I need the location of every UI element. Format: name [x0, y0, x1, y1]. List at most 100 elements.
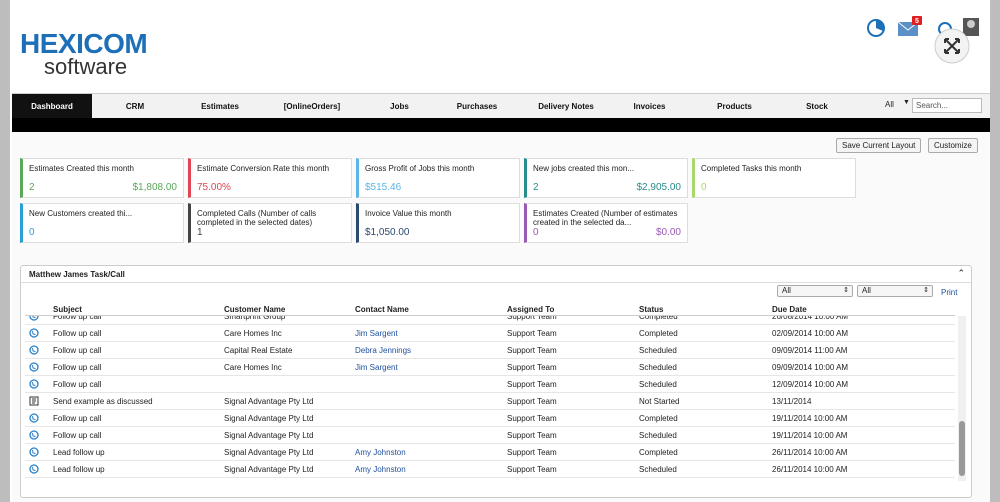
- table-cell: Support Team: [507, 346, 557, 355]
- call-icon: [29, 413, 39, 423]
- scrollbar[interactable]: [958, 316, 966, 481]
- widget-count: 1: [197, 227, 203, 238]
- table-row[interactable]: Follow up call Signal Advantage Pty Ltd Su…: [25, 410, 955, 427]
- call-icon: [29, 447, 39, 457]
- badge-text: 5: [915, 18, 919, 25]
- table-cell: Follow up call: [53, 346, 102, 355]
- table-cell[interactable]: Jim Sargent: [355, 363, 398, 372]
- toolbar-button[interactable]: Save Current Layout: [836, 138, 922, 153]
- widget-title: Estimates Created this month: [29, 164, 134, 173]
- widget[interactable]: Completed Tasks this month 0: [692, 158, 856, 198]
- table-row[interactable]: Follow up call Smartprint Group Support Te…: [25, 316, 955, 325]
- table-cell: Scheduled: [639, 465, 677, 474]
- widget[interactable]: Estimates Created (Number of estimates c…: [524, 203, 688, 243]
- call-icon: [29, 464, 39, 474]
- widget-count: $1,050.00: [365, 227, 410, 238]
- nav-tab[interactable]: CRM: [125, 102, 145, 111]
- table-row[interactable]: Lead follow up Signal Advantage Pty Ltd Am…: [25, 461, 955, 478]
- table-cell: Support Team: [507, 465, 557, 474]
- table-body: Follow up call Smartprint Group Support Te…: [21, 316, 956, 486]
- collapse[interactable]: ⌃: [957, 268, 965, 278]
- widget-count: 75.00%: [197, 182, 231, 193]
- table-cell: Care Homes Inc: [224, 329, 282, 338]
- table-cell: Support Team: [507, 448, 557, 457]
- filter-select[interactable]: All ⇕: [857, 285, 933, 297]
- table-cell: Scheduled: [639, 431, 677, 440]
- table-row[interactable]: Follow up call Capital Real Estate Debra J…: [25, 342, 955, 359]
- column-header: Contact Name: [355, 305, 409, 314]
- table-cell: Capital Real Estate: [224, 346, 293, 355]
- table-cell: Follow up call: [53, 414, 102, 423]
- widget-title: Completed Calls (Number of calls complet…: [197, 209, 317, 227]
- widget-count: $515.46: [365, 182, 402, 193]
- table-cell[interactable]: Jim Sargent: [355, 329, 398, 338]
- table-cell[interactable]: Debra Jennings: [355, 346, 412, 355]
- table-row[interactable]: Follow up call Care Homes Inc Jim Sargent S…: [25, 325, 955, 342]
- logo: HEXICOM: [20, 28, 148, 59]
- table-cell: Support Team: [507, 329, 557, 338]
- table-cell: 19/11/2014 10:00 AM: [772, 414, 848, 423]
- widget[interactable]: Completed Calls (Number of calls complet…: [188, 203, 352, 243]
- nav-tab[interactable]: [OnlineOrders]: [283, 102, 341, 111]
- call-icon: [29, 379, 39, 389]
- table-cell: Not Started: [639, 397, 680, 406]
- search-scope[interactable]: All: [885, 100, 894, 109]
- nav-bar: Dashboard CRM Estimates [OnlineOrders] Jobs P…: [12, 93, 990, 119]
- nav-stripe: [12, 118, 990, 132]
- widget-count: 0: [533, 227, 539, 238]
- table-cell: Follow up call: [53, 363, 102, 372]
- table-cell[interactable]: Amy Johnston: [355, 448, 406, 457]
- table-row[interactable]: Follow up call Support Team Scheduled 12/09…: [25, 376, 955, 393]
- nav-tab[interactable]: Estimates: [201, 102, 239, 111]
- column-header: Subject: [53, 305, 82, 314]
- column-header: Status: [639, 305, 664, 314]
- table-cell: Lead follow up: [53, 465, 105, 474]
- nav-tab[interactable]: Stock: [806, 102, 828, 111]
- nav-tab[interactable]: Jobs: [390, 102, 409, 111]
- nav-tab[interactable]: Purchases: [456, 102, 498, 111]
- call-icon: [29, 430, 39, 440]
- table-cell[interactable]: Amy Johnston: [355, 465, 406, 474]
- widget[interactable]: Estimates Created this month 2 $1,808.00: [20, 158, 184, 198]
- table-cell: 26/11/2014 10:00 AM: [772, 465, 848, 474]
- table-cell: 02/09/2014 10:00 AM: [772, 329, 849, 338]
- mail-badge: [912, 16, 922, 25]
- table-cell: Scheduled: [639, 380, 677, 389]
- nav-tab[interactable]: Invoices: [633, 102, 666, 111]
- widget-title: Gross Profit of Jobs this month: [365, 164, 475, 173]
- filter-select[interactable]: All ⇕: [777, 285, 853, 297]
- table-row[interactable]: Lead follow up Signal Advantage Pty Ltd Am…: [25, 444, 955, 461]
- widget[interactable]: New Customers created thi... 0: [20, 203, 184, 243]
- table-row[interactable]: Follow up call Signal Advantage Pty Ltd Su…: [25, 427, 955, 444]
- table-cell: Completed: [639, 316, 678, 321]
- table-cell: 26/08/2014 10:00 AM: [772, 316, 849, 321]
- table-cell: Signal Advantage Pty Ltd: [224, 465, 314, 474]
- table-cell: Care Homes Inc: [224, 363, 282, 372]
- note-icon: [29, 396, 39, 406]
- widget[interactable]: Estimate Conversion Rate this month 75.00…: [188, 158, 352, 198]
- dropdown-arrow[interactable]: ▼: [903, 99, 910, 106]
- table-cell: 12/09/2014 10:00 AM: [772, 380, 849, 389]
- widget[interactable]: Gross Profit of Jobs this month $515.46: [356, 158, 520, 198]
- table-row[interactable]: Follow up call Care Homes Inc Jim Sargent S…: [25, 359, 955, 376]
- toolbar-button[interactable]: Customize: [928, 138, 978, 153]
- widget-amount: $0.00: [655, 227, 681, 238]
- print-link[interactable]: Print: [941, 288, 958, 297]
- table-cell: Support Team: [507, 363, 557, 372]
- widget-title: New jobs created this mon...: [533, 164, 634, 173]
- search-input[interactable]: Search...: [912, 98, 982, 113]
- nav-tab[interactable]: Dashboard: [12, 94, 92, 119]
- widget-amount: $1,808.00: [132, 182, 178, 193]
- widget[interactable]: Invoice Value this month $1,050.00: [356, 203, 520, 243]
- table-row[interactable]: Send example as discussed Signal Advantag…: [25, 393, 955, 410]
- table-cell: 13/11/2014: [772, 397, 812, 406]
- nav-tab[interactable]: Delivery Notes: [538, 102, 594, 111]
- logo-sub: software: [44, 54, 128, 79]
- widget-count: 0: [29, 227, 35, 238]
- widget-count: 2: [533, 182, 539, 193]
- table-cell: Lead follow up: [53, 448, 105, 457]
- widget[interactable]: New jobs created this mon... 2 $2,905.00: [524, 158, 688, 198]
- table-cell: Signal Advantage Pty Ltd: [224, 414, 314, 423]
- nav-tab[interactable]: Products: [717, 102, 752, 111]
- table-cell: Signal Advantage Pty Ltd: [224, 448, 314, 457]
